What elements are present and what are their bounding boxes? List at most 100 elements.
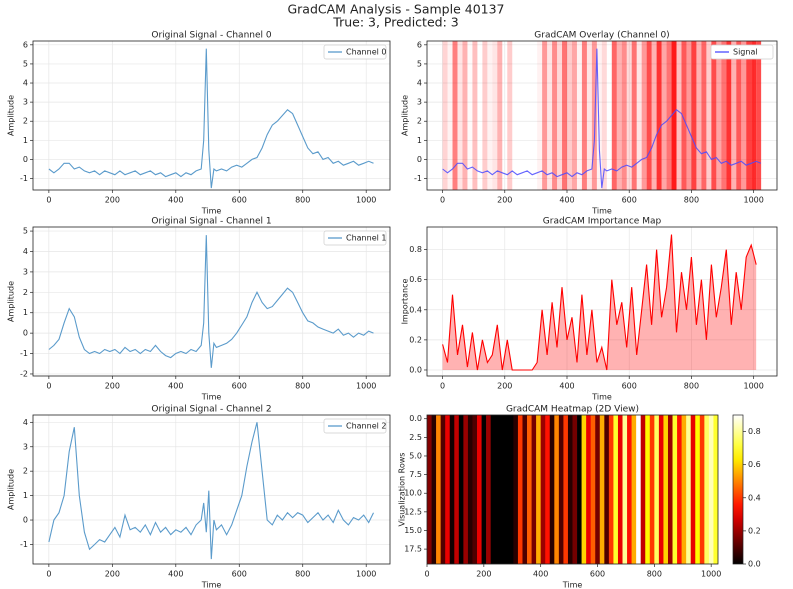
heatmap-cell	[463, 415, 469, 564]
y-tick-label: 1	[23, 491, 28, 500]
y-axis-label: Importance	[401, 279, 410, 325]
x-tick-label: 200	[497, 382, 512, 391]
axes-frame	[426, 414, 719, 565]
heatmap-cell	[604, 415, 610, 564]
legend-label: Channel 2	[346, 422, 386, 431]
y-tick-label: 0	[417, 155, 422, 164]
heatmap-cell	[567, 415, 573, 564]
importance-band	[711, 41, 717, 190]
y-tick-label: -1	[20, 540, 28, 549]
y-tick-label: 5.0	[409, 451, 422, 460]
heatmap-cell	[595, 415, 601, 564]
importance-band	[631, 41, 637, 190]
legend: Signal	[710, 44, 774, 60]
y-axis-label: Amplitude	[7, 95, 16, 136]
legend-label: Channel 0	[346, 48, 386, 57]
x-tick-label: 800	[295, 382, 310, 391]
importance-band	[447, 41, 453, 190]
x-axis-label: Time	[591, 393, 612, 402]
importance-band	[636, 41, 642, 190]
heatmap-cell	[617, 415, 623, 564]
importance-band	[607, 41, 612, 190]
importance-band	[756, 41, 762, 190]
heatmap-cell	[499, 415, 505, 564]
x-tick-label: 200	[105, 570, 120, 579]
y-tick-label: 3	[417, 98, 422, 107]
x-tick-label: 1000	[356, 196, 376, 205]
y-tick-label: 7.5	[409, 470, 422, 479]
heatmap-cell	[486, 415, 491, 564]
legend-box	[323, 44, 387, 60]
plot-area	[33, 41, 390, 190]
importance-band	[731, 41, 737, 190]
importance-band	[681, 41, 687, 190]
series-line	[442, 48, 762, 189]
heatmap-cell	[431, 415, 437, 564]
x-axis-label: Time	[201, 393, 222, 402]
subplot-title: Original Signal - Channel 0	[151, 31, 272, 41]
heatmap-cell	[681, 415, 687, 564]
heatmap-cell	[590, 415, 596, 564]
importance-band	[641, 41, 647, 190]
importance-band	[621, 41, 627, 190]
y-tick-label: 3	[23, 442, 28, 451]
importance-band	[646, 41, 652, 190]
x-tick-label: 600	[590, 570, 605, 579]
heatmap-cell	[636, 415, 642, 564]
y-tick-label: 4	[23, 79, 28, 88]
y-tick-label: 0	[23, 155, 28, 164]
importance-band	[696, 41, 702, 190]
heatmap-cell	[686, 415, 692, 564]
x-tick-label: 800	[684, 382, 699, 391]
colorbar	[732, 414, 744, 565]
plot-area	[33, 227, 390, 376]
heatmap-cell	[449, 415, 455, 564]
heatmap-cell	[545, 415, 551, 564]
subplot: 0 200 400 600 800 1000 -1 0 1 2 3 4 5 6 GradCAM Overla…	[401, 31, 778, 216]
heatmap-cell	[622, 415, 628, 564]
heatmap-cell	[508, 415, 514, 564]
heatmap-cell	[481, 415, 487, 564]
series-area	[442, 234, 757, 370]
plot-area	[427, 415, 718, 564]
heatmap-cell	[558, 415, 564, 564]
y-axis-label: Amplitude	[7, 469, 16, 510]
importance-band	[701, 41, 707, 190]
importance-band	[651, 41, 657, 190]
colorbar-tick-label: 0.8	[748, 427, 761, 436]
heatmap-cell	[654, 415, 660, 564]
x-tick-label: 0	[440, 196, 445, 205]
importance-band	[716, 41, 722, 190]
heatmap-cell	[713, 415, 718, 564]
heatmap-cell	[708, 415, 714, 564]
heatmap-cell	[477, 415, 482, 564]
heatmap-cell	[577, 415, 582, 564]
importance-band	[611, 41, 617, 190]
heatmap-cell	[699, 415, 705, 564]
y-tick-label: 2	[23, 467, 28, 476]
importance-band	[726, 41, 732, 190]
axes-frame	[426, 226, 778, 377]
plot-area	[427, 41, 777, 190]
x-tick-label: 200	[105, 196, 120, 205]
colorbar-tick-label: 0.0	[748, 560, 761, 569]
heatmap-cell	[522, 415, 528, 564]
x-tick-label: 200	[105, 382, 120, 391]
importance-band	[686, 41, 692, 190]
importance-band	[512, 41, 517, 190]
heatmap-cell	[454, 415, 460, 564]
importance-band	[666, 41, 672, 190]
importance-band	[502, 41, 507, 190]
heatmap-cell	[649, 415, 655, 564]
y-tick-label: 3	[23, 98, 28, 107]
y-tick-label: -1	[414, 174, 422, 183]
heatmap-cell	[440, 415, 446, 564]
subplot: 0 200 400 600 800 1000 0.0 0.2 0.4 0.6 0.8 GradCAM …	[401, 217, 778, 402]
importance-band	[591, 41, 597, 190]
importance-band	[721, 41, 727, 190]
importance-band	[736, 41, 742, 190]
y-axis-label: Amplitude	[401, 95, 410, 136]
legend: Channel 2	[323, 418, 386, 434]
x-tick-label: 600	[232, 570, 247, 579]
